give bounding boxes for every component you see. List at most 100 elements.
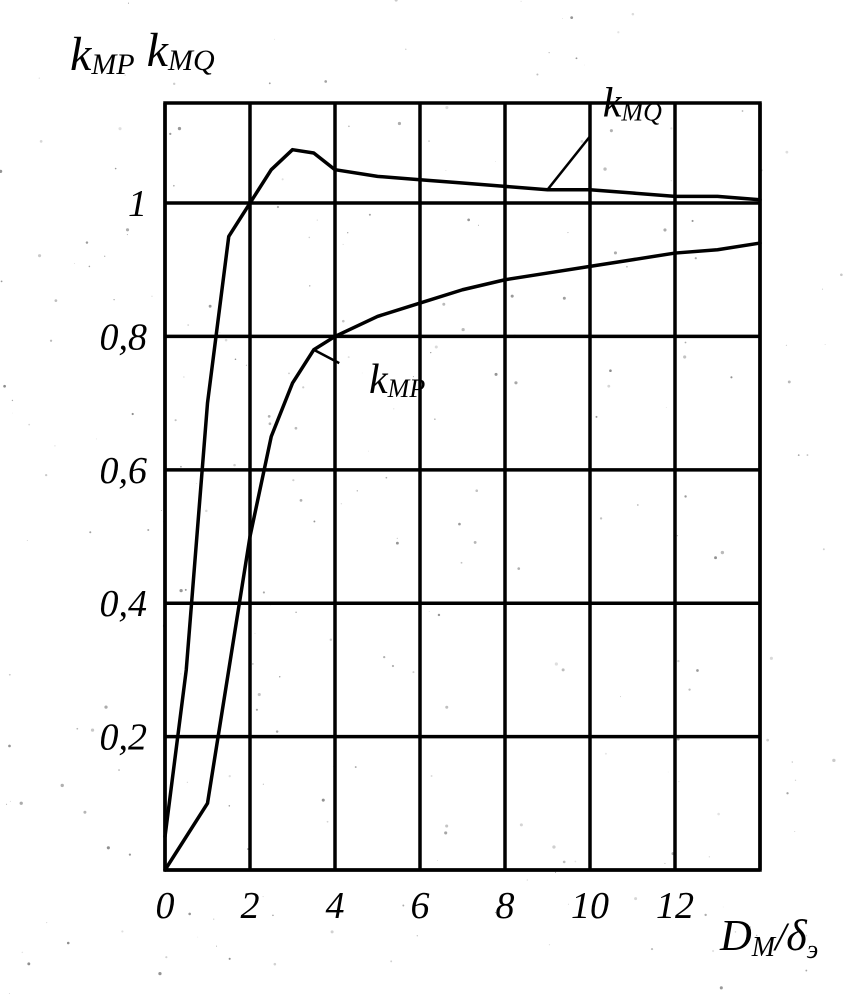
noise-speckle bbox=[276, 730, 278, 732]
noise-speckle bbox=[567, 232, 568, 233]
noise-speckle bbox=[412, 671, 414, 673]
noise-speckle bbox=[158, 901, 160, 903]
noise-speckle bbox=[677, 738, 680, 741]
noise-speckle bbox=[179, 589, 182, 592]
noise-speckle bbox=[8, 745, 11, 748]
noise-speckle bbox=[369, 214, 371, 216]
noise-speckle bbox=[252, 663, 253, 664]
noise-speckle bbox=[445, 706, 448, 709]
noise-speckle bbox=[750, 926, 751, 927]
noise-speckle bbox=[165, 956, 167, 958]
noise-speckle bbox=[742, 110, 744, 112]
noise-speckle bbox=[603, 167, 606, 170]
noise-speckle bbox=[651, 948, 653, 950]
noise-speckle bbox=[520, 823, 523, 826]
noise-speckle bbox=[671, 180, 672, 181]
xtick-label: 0 bbox=[156, 885, 175, 927]
noise-speckle bbox=[169, 133, 171, 135]
noise-speckle bbox=[605, 753, 607, 755]
noise-speckle bbox=[213, 919, 214, 920]
noise-speckle bbox=[840, 273, 843, 276]
noise-speckle bbox=[38, 254, 41, 257]
noise-speckle bbox=[570, 16, 573, 19]
noise-speckle bbox=[46, 922, 47, 923]
noise-speckle bbox=[118, 127, 121, 130]
noise-speckle bbox=[514, 335, 517, 338]
xtick-label: 2 bbox=[241, 885, 260, 927]
noise-speckle bbox=[595, 416, 597, 418]
noise-speckle bbox=[398, 122, 401, 125]
noise-speckle bbox=[714, 556, 717, 559]
noise-speckle bbox=[474, 541, 477, 544]
noise-speckle bbox=[495, 912, 496, 913]
noise-speckle bbox=[549, 944, 550, 945]
noise-speckle bbox=[342, 320, 345, 323]
noise-speckle bbox=[322, 799, 325, 802]
noise-speckle bbox=[104, 256, 105, 257]
noise-speckle bbox=[258, 693, 261, 696]
noise-speckle bbox=[163, 521, 164, 522]
noise-speckle bbox=[527, 879, 528, 880]
noise-speckle bbox=[664, 863, 665, 864]
noise-speckle bbox=[175, 419, 177, 421]
noise-speckle bbox=[684, 495, 686, 497]
noise-speckle bbox=[805, 970, 807, 972]
noise-speckle bbox=[118, 769, 120, 771]
noise-speckle bbox=[61, 784, 64, 787]
noise-speckle bbox=[626, 266, 628, 268]
noise-speckle bbox=[173, 83, 175, 85]
noise-speckle bbox=[695, 257, 697, 259]
noise-speckle bbox=[121, 930, 123, 932]
noise-speckle bbox=[386, 477, 388, 479]
noise-speckle bbox=[27, 962, 30, 965]
noise-speckle bbox=[696, 669, 699, 672]
noise-speckle bbox=[475, 489, 478, 492]
noise-speckle bbox=[393, 408, 394, 409]
noise-speckle bbox=[229, 958, 231, 960]
noise-speckle bbox=[12, 400, 13, 401]
noise-speckle bbox=[825, 344, 826, 345]
noise-speckle bbox=[677, 660, 679, 662]
noise-speckle bbox=[445, 824, 448, 827]
noise-speckle bbox=[517, 567, 520, 570]
noise-speckle bbox=[788, 380, 791, 383]
noise-speckle bbox=[333, 766, 335, 768]
noise-speckle bbox=[807, 454, 809, 456]
noise-speckle bbox=[269, 422, 272, 425]
noise-speckle bbox=[161, 510, 162, 511]
noise-speckle bbox=[147, 529, 149, 531]
noise-speckle bbox=[536, 73, 538, 75]
noise-speckle bbox=[620, 696, 621, 697]
noise-speckle bbox=[126, 228, 129, 231]
noise-speckle bbox=[27, 540, 28, 541]
noise-speckle bbox=[563, 861, 566, 864]
noise-speckle bbox=[331, 930, 334, 933]
noise-speckle bbox=[127, 234, 128, 235]
noise-speckle bbox=[383, 656, 385, 658]
noise-speckle bbox=[50, 340, 52, 342]
noise-speckle bbox=[514, 381, 517, 384]
noise-speckle bbox=[575, 861, 577, 863]
noise-speckle bbox=[39, 78, 40, 79]
noise-speckle bbox=[279, 676, 280, 677]
noise-speckle bbox=[552, 845, 555, 848]
noise-speckle bbox=[343, 244, 344, 245]
noise-speckle bbox=[348, 356, 350, 358]
noise-speckle bbox=[444, 831, 447, 834]
noise-speckle bbox=[229, 775, 231, 777]
noise-speckle bbox=[437, 860, 438, 861]
noise-speckle bbox=[196, 483, 197, 484]
noise-speckle bbox=[185, 589, 187, 591]
noise-speckle bbox=[86, 241, 88, 243]
noise-speckle bbox=[282, 178, 284, 180]
noise-speckle bbox=[229, 805, 230, 806]
noise-speckle bbox=[396, 542, 399, 545]
noise-speckle bbox=[246, 365, 247, 366]
noise-speckle bbox=[28, 424, 30, 426]
noise-speckle bbox=[478, 225, 479, 226]
noise-speckle bbox=[263, 784, 264, 785]
noise-speckle bbox=[495, 373, 498, 376]
noise-speckle bbox=[247, 848, 249, 850]
ytick-label: 0,2 bbox=[100, 717, 148, 759]
xtick-label: 8 bbox=[496, 885, 515, 927]
